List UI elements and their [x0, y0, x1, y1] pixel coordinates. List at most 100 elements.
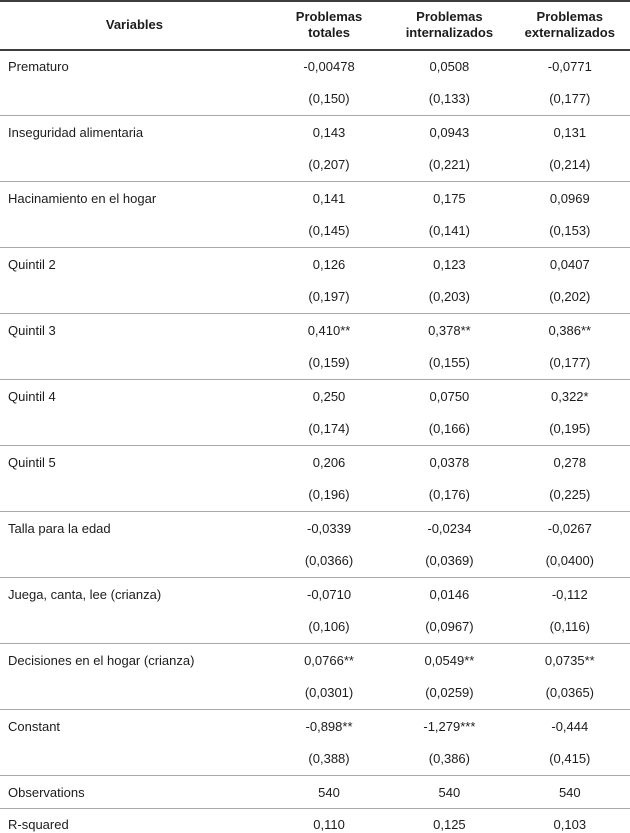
variable-label: Juega, canta, lee (crianza) — [8, 586, 162, 602]
coefficient-value: -1,279*** — [423, 718, 476, 734]
standard-error-value: (0,106) — [308, 619, 350, 635]
summary-row: R-squared 0,110 0,125 0,103 — [0, 808, 630, 833]
variable-label: Constant — [8, 718, 61, 734]
coefficient-row: Quintil 4 0,250 0,0750 0,322* — [0, 379, 630, 413]
coefficient-row: Constant -0,898** -1,279*** -0,444 — [0, 709, 630, 743]
empty-cell — [0, 347, 269, 380]
standard-error-row: (0,197) (0,203) (0,202) — [0, 281, 630, 314]
standard-error-value: (0,150) — [308, 91, 350, 107]
coefficient-value: 0,0407 — [549, 256, 590, 272]
coefficient-value: 0,206 — [312, 454, 346, 470]
summary-label: R-squared — [8, 816, 69, 832]
standard-error-value: (0,388) — [308, 751, 350, 767]
empty-cell — [0, 413, 269, 446]
coefficient-value: 0,143 — [312, 124, 346, 140]
table-header: Variables Problemas totales Problemas in… — [0, 1, 630, 50]
summary-value: 0,103 — [553, 816, 587, 832]
coefficient-value: 0,0378 — [429, 454, 470, 470]
variable-label: Quintil 4 — [8, 388, 56, 404]
summary-row: Observations 540 540 540 — [0, 775, 630, 809]
coefficient-value: -0,0267 — [547, 520, 592, 536]
coefficient-row: Quintil 5 0,206 0,0378 0,278 — [0, 445, 630, 479]
empty-cell — [0, 281, 269, 314]
coefficient-value: 0,0969 — [549, 190, 590, 206]
empty-cell — [0, 215, 269, 248]
empty-cell — [0, 545, 269, 578]
coefficient-value: 0,378** — [428, 322, 471, 338]
standard-error-value: (0,145) — [308, 223, 350, 239]
column-header-problemas-internalizados: Problemas internalizados — [405, 9, 494, 41]
coefficient-row: Decisiones en el hogar (crianza) 0,0766**… — [0, 643, 630, 677]
coefficient-value: 0,278 — [553, 454, 587, 470]
header-row: Variables Problemas totales Problemas in… — [0, 1, 630, 50]
coefficient-value: 0,0549** — [424, 652, 475, 668]
coefficient-value: -0,0771 — [547, 59, 592, 74]
coefficient-value: 0,386** — [548, 322, 592, 338]
standard-error-value: (0,133) — [428, 91, 470, 107]
standard-error-value: (0,0967) — [425, 619, 474, 635]
column-header-problemas-externalizados: Problemas externalizados — [524, 9, 615, 41]
standard-error-value: (0,221) — [428, 157, 470, 173]
standard-error-value: (0,203) — [428, 289, 470, 305]
standard-error-value: (0,0369) — [425, 553, 474, 569]
coefficient-value: -0,444 — [551, 718, 589, 734]
standard-error-value: (0,177) — [549, 91, 591, 107]
summary-value: 540 — [438, 784, 461, 800]
standard-error-value: (0,386) — [428, 751, 470, 767]
coefficient-value: 0,126 — [312, 256, 346, 272]
coefficient-value: 0,141 — [312, 190, 346, 206]
standard-error-row: (0,196) (0,176) (0,225) — [0, 479, 630, 512]
standard-error-value: (0,0400) — [545, 553, 594, 569]
coefficient-row: Hacinamiento en el hogar 0,141 0,175 0,0969 — [0, 181, 630, 215]
standard-error-row: (0,150) (0,133) (0,177) — [0, 83, 630, 116]
standard-error-row: (0,0366) (0,0369) (0,0400) — [0, 545, 630, 578]
coefficient-value: -0,0234 — [427, 520, 472, 536]
standard-error-value: (0,141) — [428, 223, 470, 239]
coefficient-value: 0,131 — [553, 124, 587, 140]
coefficient-row: Juega, canta, lee (crianza) -0,0710 0,0146… — [0, 577, 630, 611]
column-header-problemas-totales: Problemas totales — [295, 9, 363, 41]
column-header-variables: Variables — [105, 17, 163, 33]
coefficient-value: -0,00478 — [303, 59, 355, 74]
coefficient-value: 0,123 — [433, 256, 466, 272]
standard-error-row: (0,388) (0,386) (0,415) — [0, 743, 630, 776]
standard-error-value: (0,214) — [549, 157, 591, 173]
coefficient-value: -0,112 — [551, 586, 588, 602]
coefficient-row: Prematuro -0,00478 0,0508 -0,0771 — [0, 50, 630, 83]
variable-label: Quintil 3 — [8, 322, 56, 338]
standard-error-value: (0,196) — [308, 487, 350, 503]
coefficient-value: 0,0766** — [304, 652, 354, 668]
coefficient-row: Quintil 2 0,126 0,123 0,0407 — [0, 247, 630, 281]
variable-label: Hacinamiento en el hogar — [8, 190, 157, 206]
summary-value: 540 — [558, 784, 581, 800]
coefficient-row: Inseguridad alimentaria 0,143 0,0943 0,131 — [0, 115, 630, 149]
standard-error-value: (0,176) — [428, 487, 470, 503]
summary-value: 540 — [318, 784, 340, 800]
coefficient-value: -0,0339 — [306, 520, 352, 536]
standard-error-value: (0,153) — [549, 223, 591, 239]
summary-value: 0,110 — [313, 816, 345, 832]
variable-label: Prematuro — [8, 59, 69, 74]
coefficient-value: -0,0710 — [306, 586, 352, 602]
standard-error-value: (0,155) — [428, 355, 470, 371]
coefficient-value: 0,322* — [551, 388, 589, 404]
coefficient-value: 0,175 — [433, 190, 466, 206]
empty-cell — [0, 83, 269, 116]
empty-cell — [0, 611, 269, 644]
empty-cell — [0, 743, 269, 776]
coefficient-value: -0,898** — [305, 718, 353, 734]
coefficient-value: 0,250 — [312, 388, 346, 404]
empty-cell — [0, 149, 269, 182]
standard-error-value: (0,207) — [308, 157, 350, 173]
standard-error-value: (0,116) — [549, 619, 590, 635]
coefficient-value: 0,0735** — [544, 652, 595, 668]
standard-error-value: (0,174) — [308, 421, 350, 437]
empty-cell — [0, 479, 269, 512]
standard-error-row: (0,207) (0,221) (0,214) — [0, 149, 630, 182]
variable-label: Decisiones en el hogar (crianza) — [8, 652, 195, 668]
summary-label: Observations — [8, 784, 85, 800]
standard-error-row: (0,0301) (0,0259) (0,0365) — [0, 677, 630, 710]
standard-error-row: (0,159) (0,155) (0,177) — [0, 347, 630, 380]
